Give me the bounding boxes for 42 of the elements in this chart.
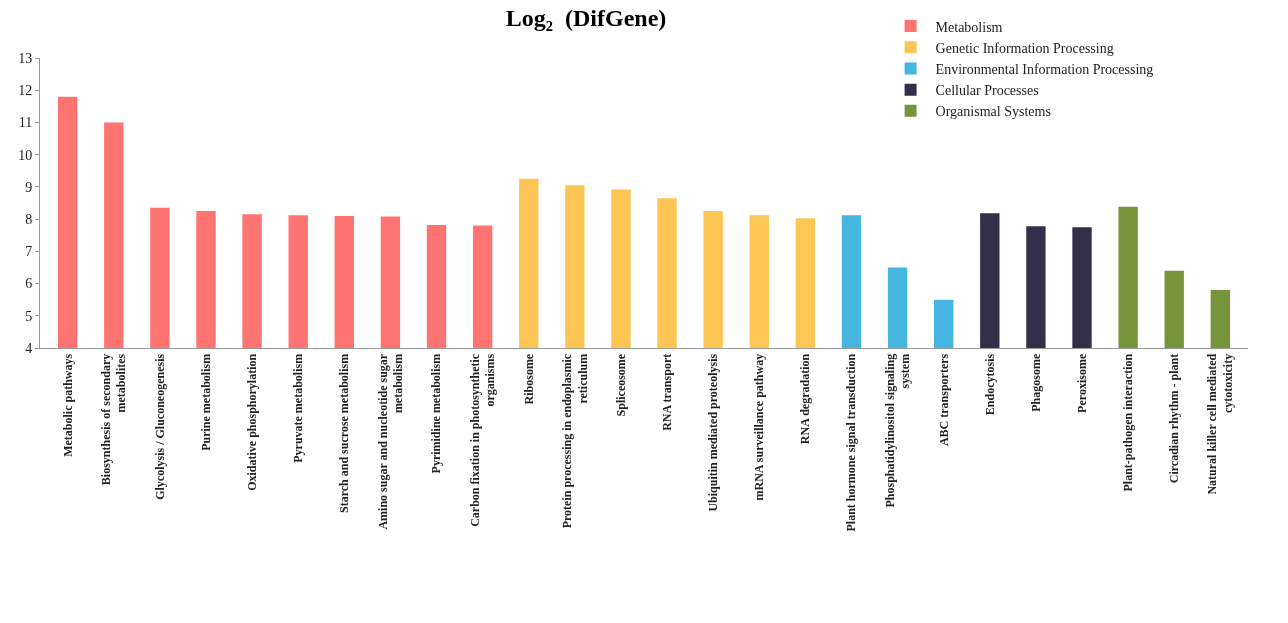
x-tick-label: Starch and sucrose metabolism [337,353,352,514]
legend-label: Metabolism [935,19,1003,35]
x-tick-label: Glycolysis / Gluconeogenesis [152,353,167,500]
x-tick-label: Phagosome [1028,353,1043,412]
y-tick-label: 13 [18,50,33,66]
x-tick-label: mRNA surveillance pathway [752,353,767,501]
y-tick-label: 10 [18,147,33,163]
x-tick-label: Purine metabolism [198,353,213,451]
legend-label: Cellular Processes [935,83,1039,99]
x-tick-label: Endocytosis [982,353,997,416]
legend-label: Genetic Information Processing [935,40,1114,56]
x-tick-label: Peroxisome [1074,353,1089,413]
y-tick-label: 7 [25,244,33,260]
x-tick-label: ABC transporters [936,353,951,447]
x-tick-label: Protein processing in endoplasmic reticulum [559,353,590,529]
x-tick-label: Oxidative phosphorylation [244,353,259,491]
y-tick-label: 8 [25,212,33,228]
x-tick-label: Metabolic pathways [60,353,75,457]
y-tick-label: 4 [25,340,33,356]
x-tick-label: Ubiquitin mediated proteolysis [706,353,721,512]
y-tick-label: 5 [25,308,33,324]
x-tick-label: Plant hormone signal transduction [844,353,859,532]
y-tick-label: 11 [18,115,33,131]
x-tick-label: Biosynthesis of secondary metabolites [98,353,129,486]
x-tick-label: Carbon fixation in photosynthetic organisms [467,353,498,527]
x-tick-label: Pyrimidine metabolism [429,353,444,474]
x-tick-label: Pyruvate metabolism [291,353,306,463]
chart-title: Log₂ (DifGene) [505,5,667,32]
x-tick-label: Phosphatidylinositol signaling system [882,353,913,508]
y-tick-label: 6 [25,276,33,292]
x-tick-label: RNA degradation [798,353,813,445]
x-tick-label: Ribosome [521,353,536,405]
x-tick-label: Circadian rhythm - plant [1167,353,1182,484]
legend-label: Organismal Systems [935,104,1051,120]
x-tick-label: Spliceosome [613,353,628,417]
x-tick-label: Plant-pathogen interaction [1121,353,1136,492]
y-tick-label: 12 [18,83,33,99]
x-tick-label: RNA transport [659,353,674,431]
x-tick-label: Natural killer cell mediated cytotoxicity [1205,353,1236,495]
legend-label: Environmental Information Processing [935,61,1154,77]
y-tick-label: 9 [25,179,33,195]
x-tick-label: Amino sugar and nucleotide sugar metabolism [375,353,406,530]
